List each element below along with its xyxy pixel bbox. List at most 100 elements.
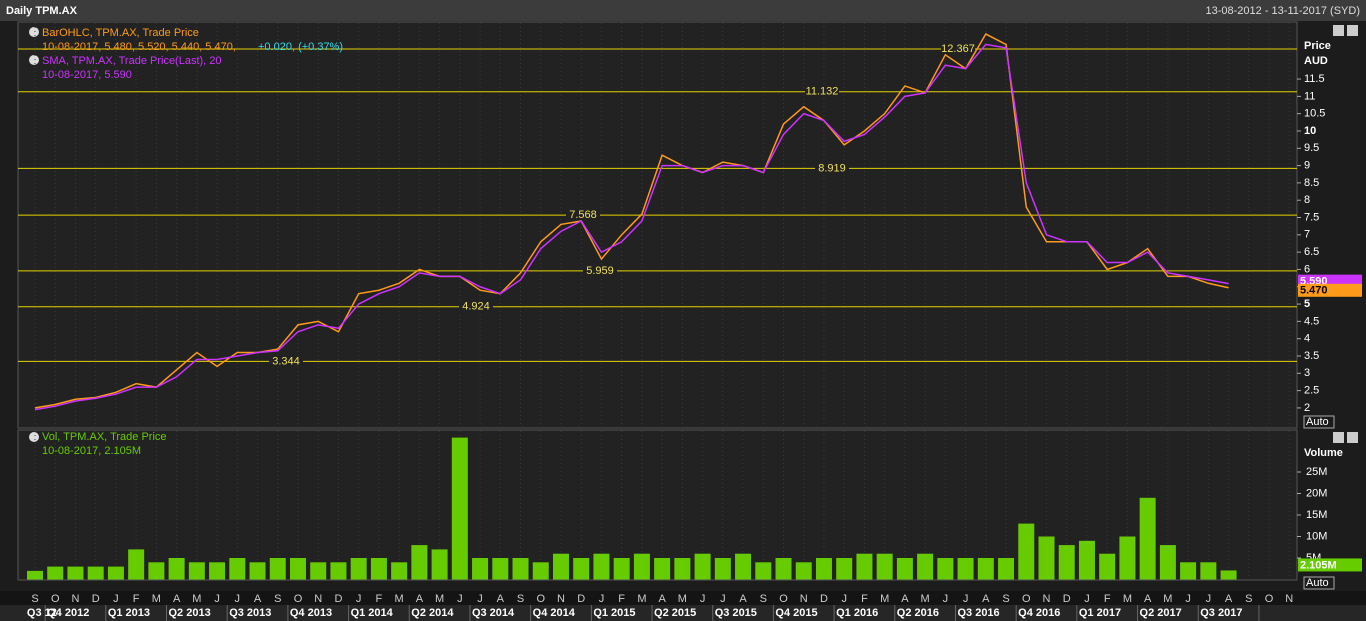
y-tick-label: 7.5: [1304, 211, 1319, 223]
x-tick-label: O: [51, 593, 60, 605]
legend-icon[interactable]: [29, 27, 39, 37]
volume-tag-label: 2.105M: [1300, 559, 1337, 571]
x-tick-label: S: [1245, 593, 1252, 605]
quarter-label: Q3 2015: [715, 607, 757, 619]
quarter-label: Q4 2016: [1018, 607, 1060, 619]
legend-icon[interactable]: [29, 55, 39, 65]
maximize-button[interactable]: [1333, 432, 1344, 443]
quarter-label: Q1 2017: [1079, 607, 1121, 619]
y-tick-label: 4.5: [1304, 315, 1319, 327]
x-tick-label: J: [477, 593, 483, 605]
quarter-axis: [0, 605, 1366, 621]
y-tick-label: 6: [1304, 263, 1310, 275]
y-tick-label: 3: [1304, 367, 1310, 379]
volume-bar: [1139, 497, 1156, 580]
y-tick-label: 8.5: [1304, 177, 1319, 189]
x-tick-label: N: [314, 593, 322, 605]
quarter-label: Q3 2013: [229, 607, 271, 619]
y-tick-label: 6.5: [1304, 246, 1319, 258]
x-tick-label: J: [356, 593, 362, 605]
x-tick-label: A: [1144, 593, 1152, 605]
volume-bar: [532, 562, 549, 580]
close-button[interactable]: [1347, 432, 1358, 443]
volume-bar: [593, 553, 610, 580]
price-line: [34, 43, 1229, 411]
volume-bar: [1058, 545, 1075, 580]
x-tick-label: S: [274, 593, 281, 605]
x-tick-label: F: [618, 593, 625, 605]
x-tick-label: M: [395, 593, 404, 605]
volume-bar: [917, 553, 934, 580]
axis-title: Price: [1304, 40, 1331, 52]
chart-title: Daily TPM.AX: [6, 5, 78, 17]
quarter-label: Q3 12: [27, 607, 57, 619]
volume-bar: [795, 562, 812, 580]
volume-bar: [289, 558, 306, 580]
x-tick-label: A: [173, 593, 181, 605]
volume-tag: [1298, 558, 1362, 572]
x-tick-label: S: [31, 593, 38, 605]
legend-icon[interactable]: [29, 432, 39, 442]
volume-bar: [1119, 536, 1136, 580]
x-tick-label: D: [1063, 593, 1071, 605]
volume-bar: [735, 553, 752, 580]
volume-bar: [714, 558, 731, 580]
x-tick-label: N: [1285, 593, 1293, 605]
volume-bar: [856, 553, 873, 580]
legend-entry: SMA, TPM.AX, Trade Price(Last), 20: [42, 55, 222, 67]
x-tick-label: A: [739, 593, 747, 605]
auto-button[interactable]: [1303, 415, 1335, 429]
volume-bar: [1018, 523, 1035, 580]
auto-label[interactable]: Auto: [1306, 577, 1329, 589]
y-tick-label: 5: [1304, 298, 1310, 310]
x-tick-label: S: [760, 593, 767, 605]
price-tag-label: 5.470: [1300, 285, 1328, 297]
auto-label[interactable]: Auto: [1306, 416, 1329, 428]
quarter-label: Q2 2016: [897, 607, 939, 619]
x-tick-label: O: [294, 593, 303, 605]
y-tick-label: 10.5: [1304, 108, 1325, 120]
x-tick-label: J: [841, 593, 847, 605]
axis-unit: AUD: [1304, 55, 1328, 67]
auto-button[interactable]: [1303, 576, 1335, 590]
volume-bar: [370, 558, 387, 580]
y-tick-label: 11: [1304, 90, 1315, 102]
volume-bar: [775, 558, 792, 580]
date-range: 13-08-2012 - 13-11-2017 (SYD): [1206, 5, 1361, 17]
x-tick-label: F: [1104, 593, 1111, 605]
quarter-label: Q1 2014: [351, 607, 394, 619]
level-label: 4.924: [462, 301, 490, 313]
volume-bar: [1159, 545, 1176, 580]
volume-bar: [310, 562, 327, 580]
x-tick-label: A: [1225, 593, 1233, 605]
x-tick-label: J: [963, 593, 969, 605]
axis-title: Volume: [1304, 447, 1343, 459]
x-tick-label: F: [861, 593, 868, 605]
y-tick-label: 2.5: [1304, 385, 1319, 397]
volume-bar: [896, 558, 913, 580]
close-button[interactable]: [1347, 25, 1358, 36]
maximize-button[interactable]: [1333, 25, 1344, 36]
x-tick-label: S: [517, 593, 524, 605]
volume-bar: [451, 437, 468, 580]
header-bar: [0, 0, 1366, 21]
volume-bar: [229, 558, 246, 580]
x-tick-label: N: [1043, 593, 1051, 605]
volume-bar: [330, 562, 347, 580]
x-tick-label: M: [637, 593, 646, 605]
x-tick-label: J: [700, 593, 706, 605]
x-tick-label: M: [152, 593, 161, 605]
x-tick-label: A: [416, 593, 424, 605]
panel-buttons[interactable]: [1333, 25, 1358, 443]
quarter-label: Q4 2015: [775, 607, 817, 619]
level-label-bg: [566, 209, 600, 222]
y-tick-label: 7: [1304, 229, 1310, 241]
quarter-label: Q4 2013: [290, 607, 332, 619]
volume-bar: [552, 553, 569, 580]
x-tick-label: J: [235, 593, 241, 605]
x-tick-label: M: [921, 593, 930, 605]
volume-bar: [492, 558, 509, 580]
volume-bar: [209, 562, 226, 580]
x-tick-label: M: [678, 593, 687, 605]
